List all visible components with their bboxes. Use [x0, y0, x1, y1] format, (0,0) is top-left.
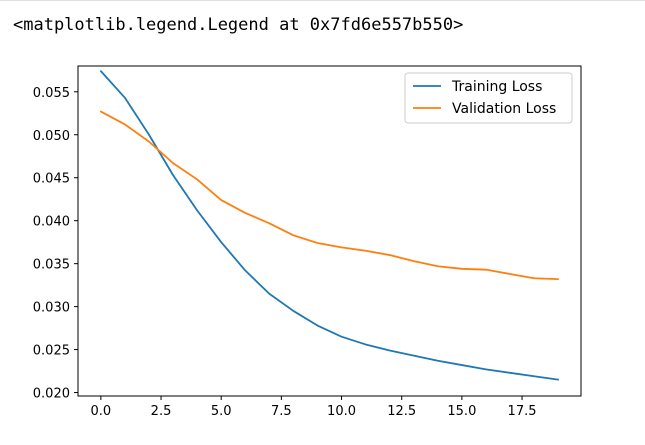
- x-tick-label: 0.0: [91, 404, 112, 419]
- series-line-0: [99, 70, 560, 381]
- legend-box: [404, 72, 573, 124]
- y-tick-label: 0.055: [33, 86, 70, 101]
- cell-output-text: <matplotlib.legend.Legend at 0x7fd6e557b…: [13, 15, 464, 35]
- series-line-1: [99, 110, 560, 281]
- y-tick-label: 0.025: [33, 344, 70, 359]
- chart-legend: Training Loss Validation Loss: [404, 72, 573, 124]
- legend-label: Validation Loss: [452, 101, 556, 117]
- x-tick-label: 15.0: [447, 404, 476, 419]
- cell-top-border: [0, 0, 645, 1]
- y-tick-label: 0.050: [33, 129, 70, 144]
- x-tick-label: 10.0: [327, 404, 356, 419]
- chart-series: [99, 70, 560, 381]
- y-tick-label: 0.020: [33, 387, 70, 402]
- x-tick-label: 17.5: [508, 404, 537, 419]
- y-tick-label: 0.045: [33, 172, 70, 187]
- y-tick-label: 0.030: [33, 301, 70, 316]
- y-tick-label: 0.040: [33, 215, 70, 230]
- plot-frame: [77, 65, 582, 397]
- x-tick-label: 12.5: [387, 404, 416, 419]
- x-tick-label: 5.0: [211, 404, 232, 419]
- legend-label: Training Loss: [451, 79, 542, 95]
- y-tick-label: 0.035: [33, 258, 70, 273]
- x-tick-label: 7.5: [271, 404, 292, 419]
- chart-axes: 0.0 2.5 5.0 7.5 10.0 12.5 15.0 17.5 0.020 0.025 0.…: [33, 65, 582, 419]
- x-tick-label: 2.5: [151, 404, 172, 419]
